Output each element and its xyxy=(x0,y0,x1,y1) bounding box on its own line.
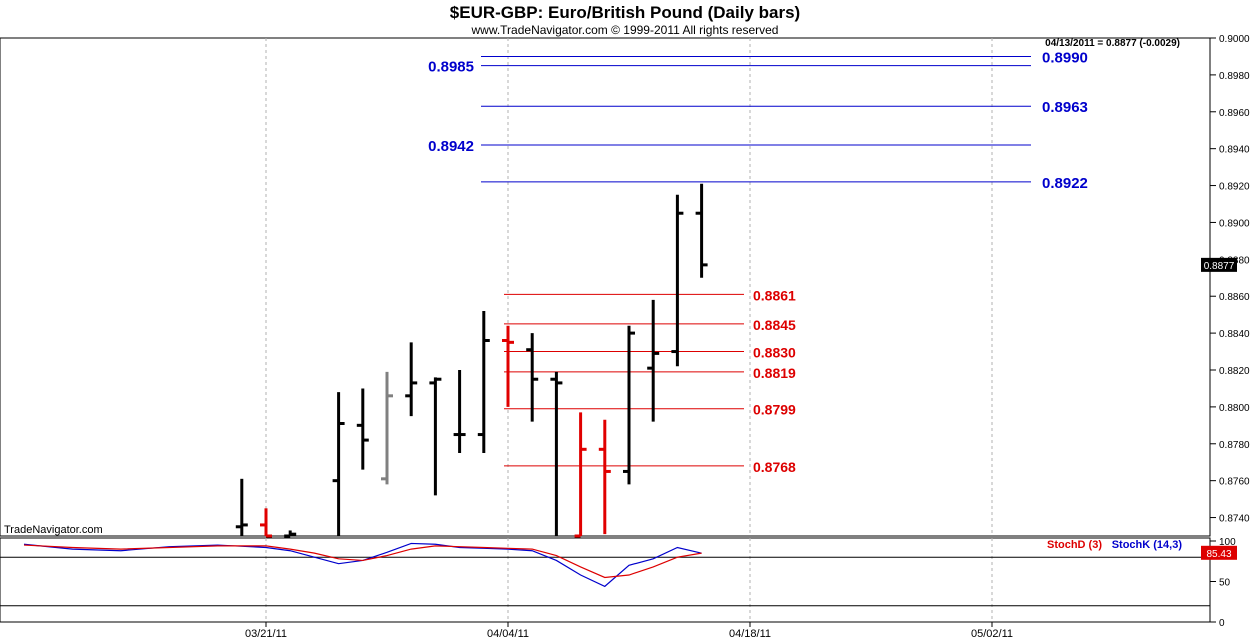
support-label: 0.8861 xyxy=(753,287,796,303)
x-tick-label: 05/02/11 xyxy=(971,628,1013,640)
stoch-value-label: 85.43 xyxy=(1206,549,1231,560)
y-tick-label: 0.8960 xyxy=(1219,108,1250,119)
y-tick-label: 0.8840 xyxy=(1219,329,1250,340)
y-tick-label: 0.8920 xyxy=(1219,182,1250,193)
y-tick-label: 0.8980 xyxy=(1219,71,1250,82)
resistance-label: 0.8963 xyxy=(1042,99,1088,116)
support-label: 0.8768 xyxy=(753,459,796,475)
x-tick-label: 04/18/11 xyxy=(729,628,771,640)
resistance-label: 0.8985 xyxy=(428,59,474,76)
support-label: 0.8799 xyxy=(753,402,796,418)
stoch-d-legend: StochD (3) xyxy=(1047,539,1102,551)
x-tick-label: 03/21/11 xyxy=(245,628,287,640)
support-label: 0.8845 xyxy=(753,317,796,333)
stoch-y-tick-label: 100 xyxy=(1219,537,1236,548)
stoch-value-box xyxy=(1201,545,1237,560)
resistance-label: 0.8990 xyxy=(1042,49,1088,66)
resistance-label: 0.8922 xyxy=(1042,175,1088,192)
y-tick-label: 0.8860 xyxy=(1219,292,1250,303)
stoch-series-line xyxy=(23,544,702,579)
stoch-y-tick-label: 0 xyxy=(1219,618,1225,629)
last-price-box xyxy=(1201,257,1237,272)
y-tick-label: 0.8740 xyxy=(1219,514,1250,525)
chart-subtitle: www.TradeNavigator.com © 1999-2011 All r… xyxy=(471,23,779,37)
y-tick-label: 0.8940 xyxy=(1219,145,1250,156)
watermark: TradeNavigator.com xyxy=(4,524,103,536)
x-tick-label: 04/04/11 xyxy=(487,628,529,640)
y-tick-label: 0.8800 xyxy=(1219,403,1250,414)
y-tick-label: 0.9000 xyxy=(1219,34,1250,45)
chart-title: $EUR-GBP: Euro/British Pound (Daily bars… xyxy=(449,3,801,22)
resistance-label: 0.8942 xyxy=(428,138,474,155)
y-tick-label: 0.8820 xyxy=(1219,366,1250,377)
y-tick-label: 0.8780 xyxy=(1219,440,1250,451)
price-readout: 04/13/2011 = 0.8877 (-0.0029) xyxy=(1045,38,1180,49)
stoch-panel-frame xyxy=(0,537,1211,623)
last-price-label: 0.8877 xyxy=(1204,261,1235,272)
stoch-y-tick-label: 50 xyxy=(1219,578,1231,589)
main-panel-frame xyxy=(0,37,1211,537)
support-label: 0.8819 xyxy=(753,365,796,381)
stoch-series-line xyxy=(23,542,702,588)
stoch-k-legend: StochK (14,3) xyxy=(1112,539,1183,551)
y-tick-label: 0.8900 xyxy=(1219,218,1250,229)
y-tick-label: 0.8760 xyxy=(1219,477,1250,488)
support-label: 0.8830 xyxy=(753,345,796,361)
